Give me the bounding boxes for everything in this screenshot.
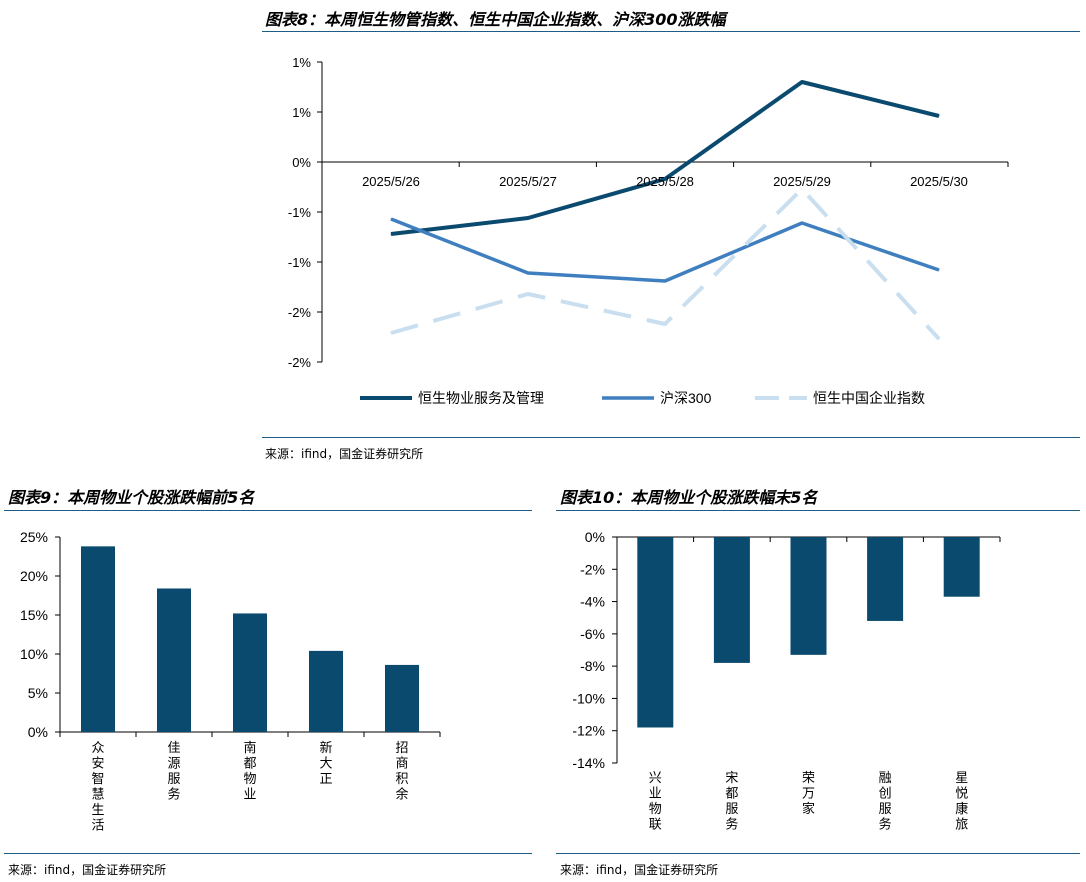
figure8-bottom-rule (262, 437, 1080, 438)
y-tick-label: 25% (20, 529, 48, 545)
y-tick-label: -2% (288, 355, 312, 370)
figure8-source: 来源：ifind，国金证券研究所 (265, 447, 424, 461)
x-tick-label: 众安智慧生活 (91, 740, 104, 833)
y-tick-label: 0% (585, 529, 605, 545)
x-tick-label: 南都物业 (243, 740, 256, 802)
y-tick-label: -1% (288, 255, 312, 270)
series-1-point (664, 178, 666, 180)
figure10-top-rule (556, 510, 1080, 511)
series-3-point (390, 332, 392, 334)
y-tick-label: -2% (580, 561, 605, 577)
y-tick-label: -4% (580, 594, 605, 610)
series-2-point (664, 280, 666, 282)
figure9-bottom-rule (4, 853, 532, 854)
figure10-title: 图表10：本周物业个股涨跌幅末5名 (560, 488, 818, 507)
series-1-point (390, 233, 392, 235)
x-tick-label: 2025/5/30 (910, 174, 968, 189)
bar (637, 537, 674, 728)
legend-label-2: 沪深300 (660, 390, 712, 406)
y-tick-label: -14% (572, 755, 605, 771)
series-1-point (938, 115, 940, 117)
x-tick-label: 新大正 (319, 740, 332, 786)
y-tick-label: 1% (292, 55, 311, 70)
bar (385, 664, 419, 732)
bar (157, 588, 191, 732)
series-2-point (801, 222, 803, 224)
bar (233, 613, 267, 732)
x-tick-label: 宋都服务 (725, 770, 738, 832)
x-tick-label: 招商积余 (395, 740, 408, 802)
y-tick-label: 0% (28, 724, 48, 740)
x-tick-label: 融创服务 (879, 770, 892, 832)
x-tick-label: 2025/5/29 (773, 174, 831, 189)
y-tick-label: 20% (20, 568, 48, 584)
x-tick-label: 2025/5/28 (636, 174, 694, 189)
figure9-source: 来源：ifind，国金证券研究所 (8, 863, 167, 877)
y-tick-label: 1% (292, 105, 311, 120)
series-3-point (527, 293, 529, 295)
y-tick-label: -6% (580, 626, 605, 642)
series-2-point (938, 269, 940, 271)
bar (713, 537, 750, 663)
bar (309, 650, 343, 732)
y-tick-label: 0% (292, 155, 311, 170)
x-tick-label: 佳源服务 (167, 740, 180, 802)
y-tick-label: -8% (580, 658, 605, 674)
series-1-point (527, 217, 529, 219)
series-1-point (801, 81, 803, 83)
y-tick-label: 5% (28, 685, 48, 701)
bar (81, 546, 115, 732)
y-tick-label: 10% (20, 646, 48, 662)
legend-label-3: 恒生中国企业指数 (813, 390, 925, 406)
x-tick-label: 兴业物联 (649, 770, 662, 832)
series-3-point (801, 188, 803, 190)
bar (867, 537, 904, 621)
figure10-source: 来源：ifind，国金证券研究所 (560, 863, 719, 877)
x-tick-label: 2025/5/26 (362, 174, 420, 189)
y-tick-label: -10% (572, 690, 605, 706)
y-tick-label: -2% (288, 305, 312, 320)
figure9-title: 图表9：本周物业个股涨跌幅前5名 (8, 488, 255, 507)
figure8-title: 图表8：本周恒生物管指数、恒生中国企业指数、沪深300涨跌幅 (265, 10, 726, 29)
series-3-point (938, 338, 940, 340)
bar (790, 537, 827, 655)
figure10-bottom-rule (556, 853, 1080, 854)
legend-label-1: 恒生物业服务及管理 (418, 390, 544, 406)
y-tick-label: 15% (20, 607, 48, 623)
bar (943, 537, 980, 597)
figure8-top-rule (262, 31, 1080, 32)
y-tick-label: -12% (572, 723, 605, 739)
series-2-point (527, 272, 529, 274)
x-tick-label: 2025/5/27 (499, 174, 557, 189)
x-tick-label: 星悦康旅 (955, 770, 968, 832)
series-3-point (664, 323, 666, 325)
y-tick-label: -1% (288, 205, 312, 220)
series-2-point (390, 218, 392, 220)
x-tick-label: 荣万家 (802, 770, 815, 816)
figure9-top-rule (4, 510, 532, 511)
